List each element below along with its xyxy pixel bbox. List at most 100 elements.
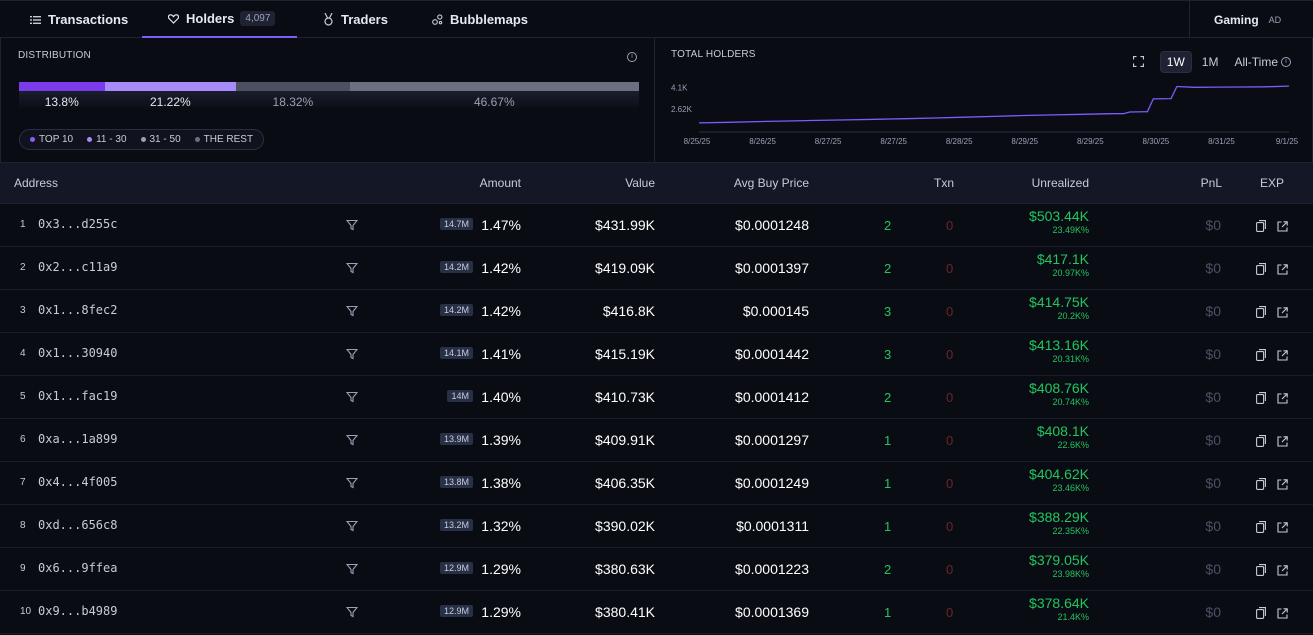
avg-buy-price: $0.0001311 [736,518,809,534]
copy-icon[interactable] [1256,348,1267,361]
avg-buy-price: $0.0001397 [735,260,809,276]
unrealized-percent: 23.98K% [1052,569,1089,579]
filter-icon[interactable] [345,347,359,360]
unrealized-percent: 23.49K% [1052,225,1089,235]
table-row[interactable]: 6 0xa...1a899 13.9M 1.39% $409.91K $0.0001297… [0,419,1313,462]
amount-badge: 13.9M [439,433,473,445]
wallet-address[interactable]: 0x6...9ffea [38,561,118,575]
table-row[interactable]: 10 0x9...b4989 12.9M 1.29% $380.41K $0.000136… [0,591,1313,634]
copy-icon[interactable] [1256,520,1267,533]
wallet-address[interactable]: 0x1...30940 [38,346,118,360]
list-icon [28,13,42,27]
external-link-icon[interactable] [1277,477,1288,490]
header-exp[interactable]: EXP [1260,176,1285,190]
pnl-value: $0 [1205,432,1221,448]
wallet-address[interactable]: 0x3...d255c [38,217,118,231]
range-1w-button[interactable]: 1W [1159,51,1192,73]
external-link-icon[interactable] [1277,563,1288,576]
range-all-time-button[interactable]: All-Time [1234,55,1278,69]
table-row[interactable]: 7 0x4...4f005 13.8M 1.38% $406.35K $0.0001249… [0,462,1313,505]
pnl-value: $0 [1205,561,1221,577]
x-tick-label: 8/27/25 [880,137,907,146]
tab-holders[interactable]: Holders 4,097 [142,1,297,38]
wallet-address[interactable]: 0x1...8fec2 [38,303,118,317]
filter-icon[interactable] [345,218,359,231]
filter-icon[interactable] [345,476,359,489]
wallet-address[interactable]: 0xd...656c8 [38,518,118,532]
total-holders-title: TOTAL HOLDERS [671,49,756,60]
table-row[interactable]: 8 0xd...656c8 13.2M 1.32% $390.02K $0.0001311… [0,505,1313,548]
unrealized-percent: 23.46K% [1052,483,1089,493]
copy-icon[interactable] [1256,434,1267,447]
external-link-icon[interactable] [1277,219,1288,232]
x-tick-label: 9/1/25 [1276,137,1299,146]
header-address[interactable]: Address [14,176,59,190]
wallet-address[interactable]: 0xa...1a899 [38,432,118,446]
wallet-address[interactable]: 0x1...fac19 [38,389,118,403]
header-txn[interactable]: Txn [934,176,955,190]
external-link-icon[interactable] [1277,434,1288,447]
table-row[interactable]: 2 0x2...c11a9 14.2M 1.42% $419.09K $0.0001397… [0,247,1313,290]
filter-icon[interactable] [345,605,359,618]
external-link-icon[interactable] [1277,305,1288,318]
tab-transactions[interactable]: Transactions [28,1,128,38]
filter-icon[interactable] [345,562,359,575]
legend-item-31-50[interactable]: 31 - 50 [140,134,181,145]
holding-value: $416.8K [602,303,655,319]
table-row[interactable]: 4 0x1...30940 14.1M 1.41% $415.19K $0.0001442… [0,333,1313,376]
external-link-icon[interactable] [1277,391,1288,404]
copy-icon[interactable] [1256,305,1267,318]
external-link-icon[interactable] [1277,520,1288,533]
filter-icon[interactable] [345,261,359,274]
rank: 1 [20,219,26,230]
legend-item-11-30[interactable]: 11 - 30 [87,134,127,145]
distribution-segment-31-50: 18.32% [236,82,350,110]
copy-icon[interactable] [1256,262,1267,275]
unrealized-percent: 20.2K% [1057,311,1089,321]
tab-bubblemaps[interactable]: Bubblemaps [430,1,528,38]
table-row[interactable]: 5 0x1...fac19 14M 1.40% $410.73K $0.0001412 2 0… [0,376,1313,419]
unrealized-cell: $413.16K 20.31K% [1029,337,1089,364]
wallet-address[interactable]: 0x4...4f005 [38,475,118,489]
info-icon[interactable]: i [1281,57,1291,67]
rank: 7 [20,477,26,488]
legend-item-the-rest[interactable]: THE REST [194,134,253,145]
wallet-address[interactable]: 0x2...c11a9 [38,260,118,274]
header-value[interactable]: Value [625,176,655,190]
header-amount[interactable]: Amount [479,176,521,190]
holding-value: $431.99K [595,217,655,233]
filter-icon[interactable] [345,433,359,446]
range-1m-button[interactable]: 1M [1201,55,1219,69]
table-row[interactable]: 9 0x6...9ffea 12.9M 1.29% $380.63K $0.0001223… [0,548,1313,591]
header-unrealized[interactable]: Unrealized [1031,176,1089,190]
copy-icon[interactable] [1256,477,1267,490]
filter-icon[interactable] [345,390,359,403]
avg-buy-price: $0.0001369 [735,604,809,620]
filter-icon[interactable] [345,304,359,317]
header-avg-buy-price[interactable]: Avg Buy Price [733,176,809,190]
tab-traders[interactable]: Traders [321,1,388,38]
buy-count: 2 [884,218,892,233]
external-link-icon[interactable] [1277,606,1288,619]
expand-icon[interactable] [1132,55,1145,70]
sell-count: 0 [946,304,954,319]
x-tick-label: 8/31/25 [1208,137,1235,146]
ad-label: Gaming [1214,12,1259,27]
header-pnl[interactable]: PnL [1200,176,1222,190]
gaming-ad[interactable]: Gaming AD [1189,1,1313,38]
wallet-address[interactable]: 0x9...b4989 [38,604,118,618]
copy-icon[interactable] [1256,563,1267,576]
info-icon[interactable]: i [627,52,637,62]
table-row[interactable]: 1 0x3...d255c 14.7M 1.47% $431.99K $0.0001248… [0,204,1313,247]
table-row[interactable]: 3 0x1...8fec2 14.2M 1.42% $416.8K $0.000145 3 0… [0,290,1313,333]
copy-icon[interactable] [1256,391,1267,404]
external-link-icon[interactable] [1277,348,1288,361]
pnl-value: $0 [1205,389,1221,405]
legend-item-top-10[interactable]: TOP 10 [30,134,73,145]
external-link-icon[interactable] [1277,262,1288,275]
copy-icon[interactable] [1256,606,1267,619]
copy-icon[interactable] [1256,219,1267,232]
rank: 4 [20,348,26,359]
segment-label: 21.22% [149,95,191,109]
filter-icon[interactable] [345,519,359,532]
